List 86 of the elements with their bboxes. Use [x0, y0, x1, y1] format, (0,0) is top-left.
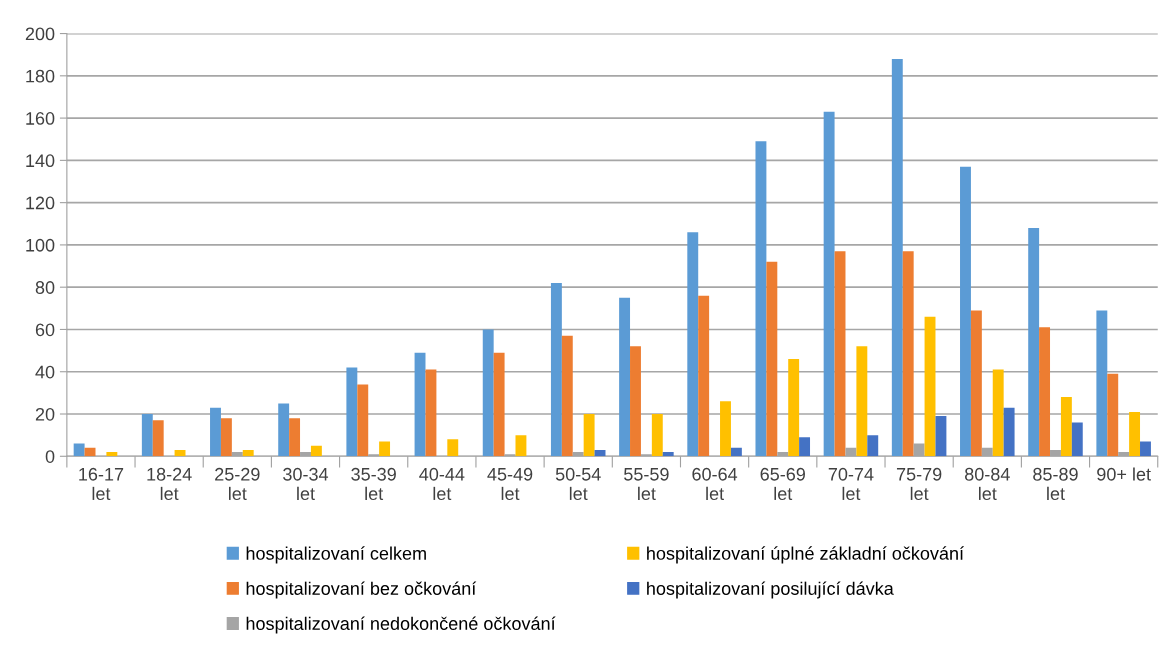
y-tick-label: 0	[45, 450, 55, 463]
bar	[550, 282, 562, 457]
x-tick-label: 90+ let	[1097, 467, 1151, 481]
bar	[482, 329, 494, 457]
bar	[152, 420, 164, 457]
bar	[561, 335, 573, 457]
y-tick-label: 40	[35, 365, 55, 379]
x-tick-label: 75-79 let	[896, 467, 942, 501]
bar	[210, 407, 221, 457]
bar	[662, 452, 674, 457]
bar	[1003, 407, 1015, 457]
bar	[493, 352, 505, 457]
y-tick-label: 180	[26, 69, 55, 83]
legend-label: hospitalizovaní posilující dávka	[647, 581, 894, 599]
bar	[141, 414, 153, 457]
bar	[651, 414, 663, 457]
bar	[414, 352, 426, 457]
bar	[583, 414, 595, 457]
bar	[720, 401, 731, 457]
legend-label: hospitalizovaní nedokončené očkování	[246, 616, 556, 634]
x-tick-label: 65-69 let	[760, 467, 805, 501]
bar	[1096, 310, 1108, 457]
x-tick-label: 35-39 let	[351, 467, 396, 501]
bar	[619, 297, 631, 457]
x-tick-label: 85-89 let	[1033, 467, 1078, 501]
x-tick-label: 50-54 let	[555, 467, 601, 501]
bar	[73, 443, 85, 457]
x-tick-label: 25-29 let	[215, 467, 260, 501]
x-tick-label: 55-59 let	[624, 467, 669, 501]
bar	[730, 447, 742, 457]
bar	[425, 369, 437, 457]
x-tick-label: 70-74 let	[828, 467, 874, 501]
bar	[960, 166, 971, 457]
bar	[891, 58, 903, 457]
bar	[447, 439, 459, 457]
bar	[924, 316, 936, 457]
bar	[755, 141, 767, 457]
y-tick-label: 80	[35, 281, 55, 294]
bar	[106, 452, 118, 457]
x-tick-label: 45-49 let	[487, 467, 533, 501]
bar	[992, 369, 1004, 457]
y-tick-label: 140	[26, 154, 55, 168]
bar	[867, 435, 879, 457]
bar	[766, 261, 778, 457]
legend-label: hospitalizovaní bez očkování	[246, 581, 477, 599]
y-tick-label: 20	[35, 407, 55, 421]
bar	[1140, 441, 1151, 457]
x-tick-label: 40-44 let	[419, 467, 465, 501]
bar	[242, 449, 254, 457]
bar	[379, 441, 391, 457]
bar	[788, 359, 800, 457]
bar	[698, 295, 710, 457]
bar	[823, 111, 835, 457]
bar	[515, 435, 527, 457]
x-tick-label: 18-24 let	[147, 467, 192, 501]
x-tick-label: 60-64 let	[692, 467, 738, 501]
bar	[1129, 411, 1141, 457]
bar	[1039, 327, 1051, 457]
bar	[278, 403, 290, 457]
bar	[630, 346, 641, 457]
x-tick-label: 30-34 let	[283, 467, 329, 501]
bar	[834, 251, 846, 457]
x-tick-label: 80-84 let	[965, 467, 1010, 501]
legend-label: hospitalizovaní úplné základní očkování	[647, 546, 964, 564]
y-tick-label: 100	[26, 238, 55, 252]
bar	[856, 346, 868, 457]
x-tick-label: 16-17 let	[79, 467, 124, 501]
bar	[357, 384, 369, 457]
bar	[970, 310, 982, 457]
y-tick-label: 60	[35, 323, 55, 337]
bar	[902, 251, 914, 457]
bar	[1028, 228, 1040, 457]
bar	[346, 367, 358, 457]
bar	[799, 437, 811, 457]
bar	[1107, 373, 1119, 457]
y-tick-label: 120	[26, 196, 55, 210]
legend-label: hospitalizovaní celkem	[246, 546, 426, 564]
bar	[687, 232, 699, 457]
bar	[289, 418, 301, 457]
bar	[1071, 422, 1083, 457]
bar	[220, 418, 232, 457]
y-tick-label: 160	[26, 112, 55, 125]
y-tick-label: 200	[25, 27, 55, 41]
bar	[1060, 397, 1072, 457]
bar	[310, 445, 322, 457]
bar	[935, 416, 947, 457]
